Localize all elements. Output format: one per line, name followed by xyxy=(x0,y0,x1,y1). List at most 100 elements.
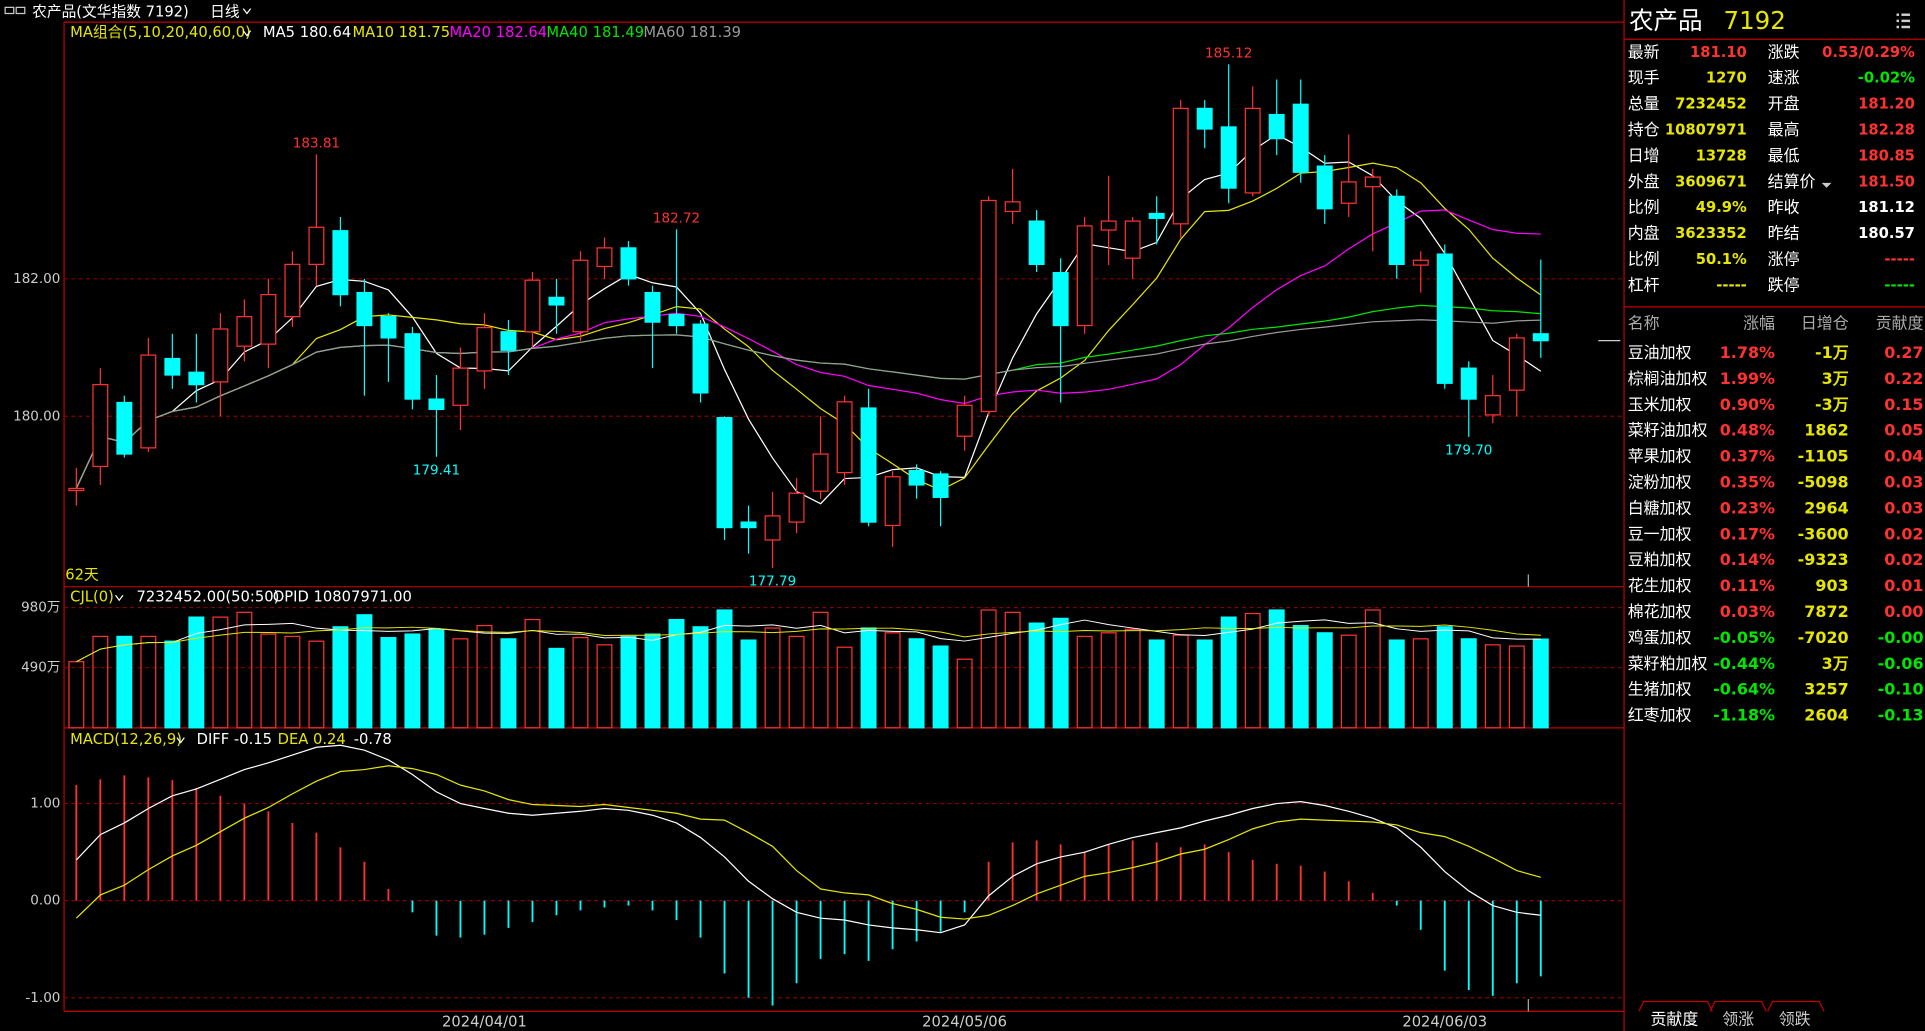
table-cell: -0.44% xyxy=(1713,654,1775,673)
table-cell: 0.27 xyxy=(1884,343,1923,362)
candle-body xyxy=(164,357,181,376)
table-cell: -3万 xyxy=(1815,395,1849,414)
candle-body xyxy=(68,487,85,492)
quote-panel: 农产品 7192 xyxy=(1624,6,1925,1012)
candle-body xyxy=(1220,126,1237,189)
candle-body xyxy=(668,313,685,327)
menu-icon-dot[interactable] xyxy=(1896,25,1899,29)
days-label: 62天 xyxy=(65,567,99,584)
volume-bar xyxy=(668,618,685,729)
table-cell: -0.13 xyxy=(1878,706,1924,725)
table-header: 涨幅 xyxy=(1743,314,1775,333)
candle-body xyxy=(1148,212,1165,219)
candle-body xyxy=(764,515,781,541)
table-cell: 2604 xyxy=(1804,706,1848,725)
table-cell: 0.90% xyxy=(1720,395,1775,414)
dropdown-arrow[interactable] xyxy=(176,737,185,744)
volume-bar xyxy=(1220,616,1237,729)
volume-bar xyxy=(1508,645,1525,729)
volume-average-line xyxy=(76,619,1541,663)
table-cell: -0.10 xyxy=(1878,680,1924,699)
quote-value: ----- xyxy=(1884,251,1915,268)
table-cell[interactable]: 淀粉加权 xyxy=(1628,472,1692,491)
volume-opid: OPID 10807971.00 xyxy=(273,589,412,606)
volume-bar xyxy=(1484,644,1501,729)
table-cell[interactable]: 鸡蛋加权 xyxy=(1628,628,1692,647)
quote-label: 涨跌 xyxy=(1768,42,1800,61)
candle-body xyxy=(284,263,301,318)
volume-bar xyxy=(356,614,373,729)
menu-icon[interactable] xyxy=(1896,13,1911,29)
candle-body xyxy=(212,328,229,383)
y-tick-label: 0.00 xyxy=(30,893,60,909)
table-cell: 0.35% xyxy=(1720,472,1775,491)
candle-body xyxy=(1316,165,1333,210)
menu-icon-bar[interactable] xyxy=(1901,25,1911,29)
candle-body xyxy=(1436,253,1453,384)
tab[interactable]: 贡献度 xyxy=(1650,1009,1698,1028)
table-cell: -9323 xyxy=(1798,550,1849,569)
quote-name: 农产品 xyxy=(1629,6,1703,35)
table-cell[interactable]: 棉花加权 xyxy=(1628,602,1692,621)
table-cell[interactable]: 白糖加权 xyxy=(1628,498,1692,517)
candle-body xyxy=(1268,113,1285,140)
table-cell[interactable]: 菜籽油加权 xyxy=(1628,421,1708,440)
dropdown-arrow[interactable] xyxy=(242,30,252,37)
candle-body xyxy=(332,230,349,296)
quote-label: 现手 xyxy=(1628,68,1660,87)
volume-total: 7232452.00(50:50) xyxy=(136,589,279,606)
ma-header[interactable]: MA组合(5,10,20,40,60,0) xyxy=(70,24,251,41)
table-cell[interactable]: 花生加权 xyxy=(1628,576,1692,595)
table-cell: 0.11% xyxy=(1720,576,1775,595)
tab[interactable]: 领跌 xyxy=(1779,1009,1811,1028)
table-cell: 0.17% xyxy=(1720,524,1775,543)
table-cell[interactable]: 棕榈油加权 xyxy=(1628,369,1708,388)
dropdown-arrow[interactable] xyxy=(242,8,252,15)
quote-label: 速涨 xyxy=(1768,68,1800,87)
menu-icon-bar[interactable] xyxy=(1901,19,1911,23)
candle-body xyxy=(1460,367,1477,400)
table-cell: 0.03 xyxy=(1884,498,1923,517)
candle-body xyxy=(452,367,469,406)
table-cell[interactable]: 豆一加权 xyxy=(1628,524,1692,543)
table-cell: 0.02 xyxy=(1884,550,1923,569)
table-cell[interactable]: 生猪加权 xyxy=(1628,680,1692,699)
table-cell[interactable]: 玉米加权 xyxy=(1628,395,1692,414)
quote-label: 昨结 xyxy=(1768,224,1800,243)
quote-label: 外盘 xyxy=(1628,172,1660,191)
volume-bar xyxy=(740,639,757,729)
table-cell[interactable]: 菜籽粕加权 xyxy=(1628,654,1708,673)
table-cell: 3257 xyxy=(1804,680,1848,699)
quote-value: 13728 xyxy=(1696,147,1747,164)
table-cell: 3万 xyxy=(1822,654,1849,673)
table-cell: 903 xyxy=(1815,576,1848,595)
tab[interactable]: 领涨 xyxy=(1722,1009,1754,1028)
menu-icon-dot[interactable] xyxy=(1896,19,1899,23)
table-cell: 7872 xyxy=(1804,602,1848,621)
quote-label: 持仓 xyxy=(1628,120,1660,139)
table-cell[interactable]: 豆粕加权 xyxy=(1628,550,1692,569)
volume-bar xyxy=(1028,622,1045,729)
volume-header[interactable]: CJL(0) xyxy=(70,589,114,606)
volume-bar xyxy=(284,635,301,729)
macd-header[interactable]: MACD(12,26,9) xyxy=(70,731,182,748)
dropdown-arrow[interactable] xyxy=(115,594,124,602)
volume-bar xyxy=(1292,624,1309,729)
quote-value: 181.20 xyxy=(1858,96,1915,113)
quote-label: 日增 xyxy=(1628,146,1660,165)
table-cell[interactable]: 红枣加权 xyxy=(1628,706,1692,725)
table-cell[interactable]: 苹果加权 xyxy=(1628,447,1692,466)
period-selector[interactable]: 日线 xyxy=(210,3,240,20)
menu-icon-bar[interactable] xyxy=(1901,13,1911,16)
ma-label: MA60 181.39 xyxy=(643,24,741,41)
candle-body xyxy=(644,291,661,323)
volume-bar xyxy=(836,646,853,729)
dropdown-arrow[interactable] xyxy=(1821,182,1832,188)
table-cell[interactable]: 豆油加权 xyxy=(1628,343,1692,362)
table-cell: 0.03 xyxy=(1884,472,1923,491)
x-tick-label: 2024/06/03 xyxy=(1402,1013,1487,1030)
quote-value: 3609671 xyxy=(1675,173,1747,190)
menu-icon-dot[interactable] xyxy=(1896,13,1899,16)
candle-body xyxy=(260,294,277,345)
candle-body xyxy=(956,404,973,437)
